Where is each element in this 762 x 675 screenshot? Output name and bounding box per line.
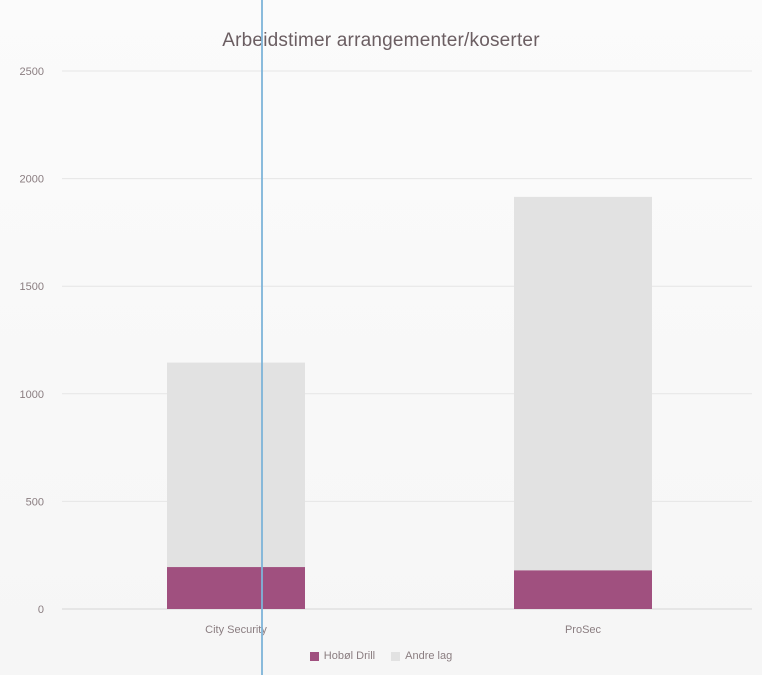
legend-label-andre-lag: Andre lag [405,650,453,662]
legend-swatch-hobol-drill [309,651,319,661]
bar-hob-l-drill-city-security [167,567,305,609]
y-tick-label-2500: 2500 [20,66,44,78]
y-tick-label-500: 500 [26,496,44,508]
bar-hob-l-drill-prosec [514,570,652,609]
bar-andre-lag-prosec [514,196,652,571]
y-tick-label-2000: 2000 [20,174,44,186]
legend-item-hobol-drill: Hobøl Drill [309,650,376,662]
legend-item-andre-lag: Andre lag [391,650,452,662]
legend-swatch-andre-lag [391,651,401,661]
y-tick-label-1000: 1000 [20,389,44,401]
y-tick-label-1500: 1500 [20,281,44,293]
x-tick-label-city-security: City Security [205,624,267,636]
vertical-blue-line [261,0,263,675]
bar-andre-lag-city-security [167,362,305,568]
legend-label-hobol-drill: Hobøl Drill [323,650,376,662]
y-tick-label-0: 0 [38,604,44,616]
x-tick-label-prosec: ProSec [565,624,602,636]
chart-title: Arbeidstimer arrangementer/koserter [222,30,540,51]
chart-legend: Hobøl Drill Andre lag [0,650,762,662]
